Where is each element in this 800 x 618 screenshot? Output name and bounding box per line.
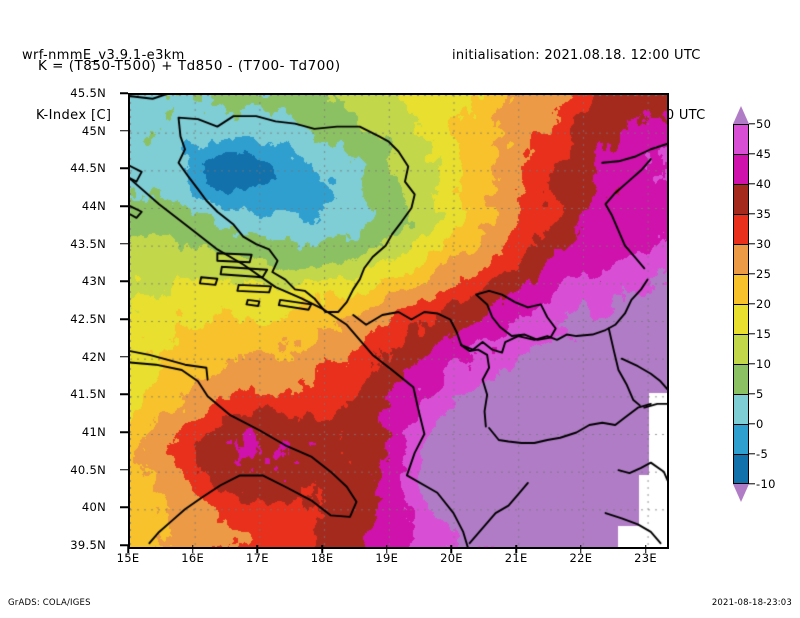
lat-tick-label: 40N [81, 500, 106, 515]
lat-tick-label: 44N [81, 199, 106, 213]
colorbar-tick-label: 50 [756, 117, 772, 131]
formula-label: K = (T850-T500) + Td850 - (T700- Td700) [38, 58, 341, 74]
colorbar-tick-mark [749, 483, 755, 485]
lat-tick-mark [120, 431, 128, 433]
colorbar [733, 124, 749, 484]
colorbar-tick-label: -5 [756, 447, 769, 461]
lon-tick-label: 18E [310, 551, 334, 565]
lat-tick-mark [120, 92, 128, 94]
lat-tick-label: 42.5N [70, 312, 106, 326]
lat-tick-mark [120, 318, 128, 320]
colorbar-tick-mark [749, 153, 755, 155]
colorbar-tick-mark [749, 333, 755, 335]
colorbar-tick-mark [749, 363, 755, 365]
lon-tick-mark [256, 545, 259, 553]
lat-tick-mark [120, 167, 128, 170]
colorbar-band [733, 424, 749, 454]
map-plot-area [128, 93, 669, 549]
field-name-label: K-Index [C] [36, 108, 112, 123]
lon-tick-mark [127, 545, 129, 553]
lon-tick-mark [515, 545, 517, 553]
colorbar-band [733, 214, 749, 244]
colorbar-tick-label: 45 [756, 147, 772, 161]
initialisation-label: initialisation: 2021.08.18. 12:00 UTC [452, 48, 701, 63]
colorbar-band [733, 124, 749, 154]
colorbar-tick-mark [749, 183, 755, 185]
lat-tick-label: 41N [81, 425, 106, 439]
colorbar-tick-label: 40 [756, 177, 772, 191]
colorbar-band [733, 274, 749, 304]
colorbar-tick-mark [749, 123, 755, 125]
lon-tick-mark [580, 545, 582, 553]
colorbar-band [733, 184, 749, 214]
lat-tick-mark [120, 242, 128, 245]
colorbar-tick-mark [749, 243, 755, 245]
colorbar-tick-mark [749, 303, 755, 305]
lon-tick-label: 19E [375, 551, 399, 565]
colorbar-band [733, 364, 749, 394]
header-left-block: wrf-nmmE_v3.9.1-e3km K-Index [C] [22, 6, 185, 146]
lat-tick-mark [120, 129, 128, 132]
colorbar-band [733, 334, 749, 364]
lat-tick-mark [120, 506, 128, 509]
lat-tick-label: 45.5N [70, 86, 106, 100]
lon-tick-mark [386, 545, 388, 553]
colorbar-tick-label: 20 [756, 297, 772, 311]
lon-tick-mark [644, 545, 647, 553]
render-timestamp-label: 2021-08-18-23:03 [711, 598, 792, 608]
colorbar-tick-label: 0 [756, 417, 764, 431]
lat-tick-label: 43N [81, 274, 106, 289]
colorbar-tick-mark [749, 273, 755, 275]
kindex-heatmap-canvas [130, 95, 667, 547]
colorbar-band [733, 154, 749, 184]
lat-tick-mark [120, 468, 128, 471]
colorbar-tick-mark [749, 393, 755, 395]
colorbar-tick-label: 30 [756, 237, 772, 251]
colorbar-tick-mark [749, 423, 755, 425]
colorbar-band [733, 244, 749, 274]
colorbar-tick-label: 35 [756, 207, 772, 221]
colorbar-tick-label: 25 [756, 267, 772, 281]
lon-tick-label: 21E [504, 551, 528, 565]
lat-tick-label: 41.5N [70, 387, 106, 402]
lat-tick-label: 43.5N [70, 236, 106, 251]
lat-tick-mark [120, 393, 128, 396]
lat-tick-mark [120, 205, 128, 207]
lat-tick-mark [120, 355, 128, 358]
lat-tick-label: 44.5N [70, 161, 106, 176]
lon-tick-mark [321, 545, 323, 553]
lon-tick-label: 16E [181, 551, 205, 565]
lat-tick-mark [120, 280, 128, 283]
lat-tick-label: 40.5N [70, 462, 106, 477]
colorbar-tick-mark [749, 453, 755, 455]
model-name-label: wrf-nmmE_v3.9.1-e3km [22, 48, 185, 63]
colorbar-band [733, 454, 749, 484]
colorbar-bottom-cap-icon [733, 484, 749, 502]
colorbar-band [733, 304, 749, 334]
colorbar-top-cap-icon [733, 106, 749, 124]
lon-tick-label: 23E [634, 551, 657, 565]
colorbar-tick-label: 5 [756, 387, 764, 401]
colorbar-tick-label: 10 [756, 357, 772, 371]
colorbar-tick-label: 15 [756, 327, 772, 341]
lon-tick-label: 15E [116, 551, 140, 565]
lat-tick-mark [120, 544, 128, 546]
colorbar-tick-mark [749, 213, 755, 215]
lon-tick-label: 20E [440, 551, 463, 565]
colorbar-tick-label: -10 [756, 477, 776, 491]
colorbar-band [733, 394, 749, 424]
lon-tick-mark [450, 545, 453, 553]
lon-tick-mark [191, 545, 194, 553]
grads-credit-label: GrADS: COLA/IGES [8, 598, 91, 608]
lat-tick-label: 45N [81, 123, 106, 138]
lon-tick-label: 22E [569, 551, 593, 565]
lon-tick-label: 17E [245, 551, 269, 565]
lat-tick-label: 39.5N [70, 538, 106, 552]
lat-tick-label: 42N [81, 349, 106, 364]
